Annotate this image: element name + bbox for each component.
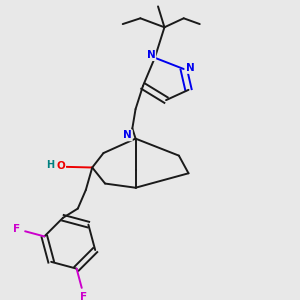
Text: O: O [56,161,65,171]
Text: H: H [46,160,54,170]
Text: N: N [147,50,155,60]
Text: N: N [186,63,194,73]
Text: F: F [13,224,20,234]
Text: N: N [123,130,132,140]
Text: F: F [80,292,88,300]
